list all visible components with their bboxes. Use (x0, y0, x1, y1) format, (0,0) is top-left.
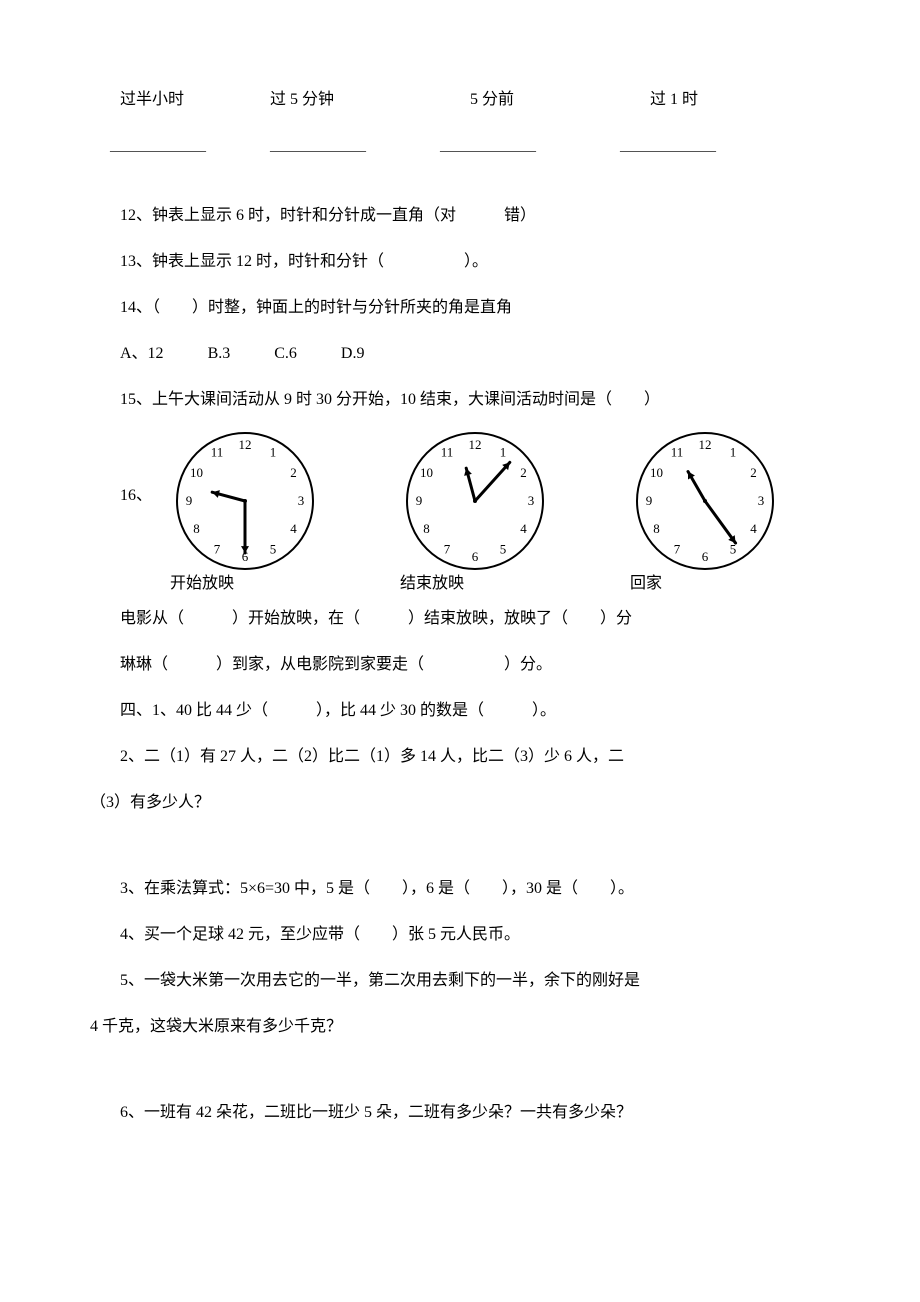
spacer-1 (90, 829, 830, 869)
svg-text:9: 9 (646, 493, 653, 508)
svg-text:11: 11 (671, 445, 684, 460)
svg-text:3: 3 (528, 493, 535, 508)
svg-text:12: 12 (239, 437, 252, 452)
opt-d: D.9 (341, 334, 365, 374)
opt-a: A、12 (120, 334, 164, 374)
clock-caption-3: 回家 (630, 570, 662, 599)
svg-text:4: 4 (520, 521, 527, 536)
page: 过半小时 过 5 分钟 5 分前 过 1 时 ____________ ____… (0, 0, 920, 1302)
svg-text:11: 11 (441, 445, 454, 460)
blank-3: ____________ (440, 126, 620, 166)
svg-text:3: 3 (758, 493, 765, 508)
svg-text:6: 6 (472, 549, 479, 564)
clock-face-3: 123456789101112 (630, 426, 780, 576)
top-labels-row: 过半小时 过 5 分钟 5 分前 过 1 时 (120, 80, 830, 120)
svg-text:12: 12 (699, 437, 712, 452)
s4-5b: 4 千克，这袋大米原来有多少千克？ (90, 1007, 830, 1047)
svg-text:1: 1 (500, 445, 507, 460)
svg-text:5: 5 (270, 541, 277, 556)
blank-1: ____________ (110, 126, 270, 166)
label-2: 过 5 分钟 (270, 80, 470, 120)
svg-text:6: 6 (702, 549, 709, 564)
svg-text:9: 9 (186, 493, 193, 508)
svg-text:9: 9 (416, 493, 423, 508)
s4-2b: （3）有多少人？ (90, 783, 830, 823)
svg-text:10: 10 (420, 465, 433, 480)
svg-text:2: 2 (520, 465, 527, 480)
label-3: 5 分前 (470, 80, 650, 120)
svg-text:7: 7 (444, 541, 451, 556)
q14: 14、（ ）时整，钟面上的时针与分针所夹的角是直角 (120, 288, 830, 328)
svg-text:3: 3 (298, 493, 305, 508)
svg-text:5: 5 (500, 541, 507, 556)
svg-text:8: 8 (423, 521, 430, 536)
svg-text:11: 11 (211, 445, 224, 460)
spacer-2 (90, 1053, 830, 1093)
svg-text:4: 4 (750, 521, 757, 536)
s4-3: 3、在乘法算式：5×6=30 中，5 是（ ），6 是（ ），30 是（ ）。 (120, 869, 830, 909)
q16-clocks-row: 16、 123456789101112开始放映123456789101112结束… (90, 426, 830, 599)
q14-options: A、12 B.3 C.6 D.9 (120, 334, 830, 374)
q16-line-a: 电影从（ ）开始放映，在（ ）结束放映，放映了（ ）分 (120, 599, 830, 639)
label-4: 过 1 时 (650, 80, 750, 120)
svg-text:7: 7 (214, 541, 221, 556)
svg-text:8: 8 (193, 521, 200, 536)
q16-line-b: 琳琳（ ）到家，从电影院到家要走（ ）分。 (120, 645, 830, 685)
opt-b: B.3 (208, 334, 231, 374)
top-blanks-row: ____________ ____________ ____________ _… (110, 126, 830, 166)
s4-1: 四、1、40 比 44 少（ ），比 44 少 30 的数是（ ）。 (120, 691, 830, 731)
clock-face-2: 123456789101112 (400, 426, 550, 576)
clock-1: 123456789101112开始放映 (170, 426, 320, 599)
svg-text:10: 10 (190, 465, 203, 480)
svg-text:2: 2 (290, 465, 297, 480)
q12: 12、钟表上显示 6 时，时针和分针成一直角（对 错） (120, 196, 830, 236)
svg-text:4: 4 (290, 521, 297, 536)
s4-2a: 2、二（1）有 27 人，二（2）比二（1）多 14 人，比二（3）少 6 人，… (120, 737, 830, 777)
opt-c: C.6 (274, 334, 297, 374)
svg-text:7: 7 (674, 541, 681, 556)
s4-4: 4、买一个足球 42 元，至少应带（ ）张 5 元人民币。 (120, 915, 830, 955)
blank-2: ____________ (270, 126, 440, 166)
s4-5a: 5、一袋大米第一次用去它的一半，第二次用去剩下的一半，余下的刚好是 (120, 961, 830, 1001)
clock-face-1: 123456789101112 (170, 426, 320, 576)
clock-caption-1: 开始放映 (170, 570, 234, 599)
clock-2: 123456789101112结束放映 (400, 426, 550, 599)
svg-text:10: 10 (650, 465, 663, 480)
q16-lead: 16、 (120, 426, 170, 516)
q13: 13、钟表上显示 12 时，时针和分针（ ）。 (120, 242, 830, 282)
clocks-container: 123456789101112开始放映123456789101112结束放映12… (170, 426, 780, 599)
svg-text:12: 12 (469, 437, 482, 452)
label-1: 过半小时 (120, 80, 270, 120)
svg-text:8: 8 (653, 521, 660, 536)
svg-text:1: 1 (730, 445, 737, 460)
clock-3: 123456789101112回家 (630, 426, 780, 599)
svg-text:2: 2 (750, 465, 757, 480)
q15: 15、上午大课间活动从 9 时 30 分开始，10 结束，大课间活动时间是（ ） (120, 380, 830, 420)
svg-text:1: 1 (270, 445, 277, 460)
blank-4: ____________ (620, 126, 740, 166)
clock-caption-2: 结束放映 (400, 570, 464, 599)
s4-6: 6、一班有 42 朵花，二班比一班少 5 朵，二班有多少朵？一共有多少朵？ (120, 1093, 830, 1133)
